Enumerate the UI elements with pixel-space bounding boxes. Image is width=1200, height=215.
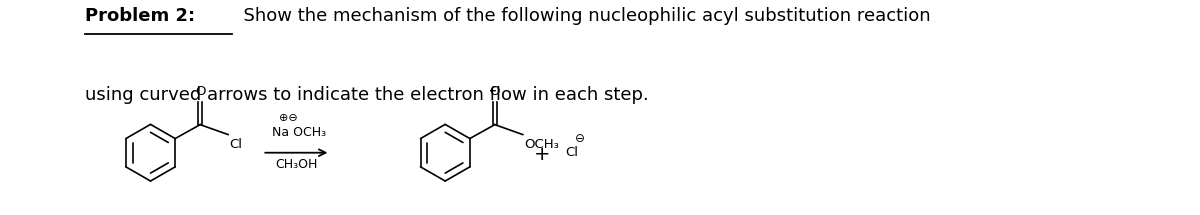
Text: O: O bbox=[194, 85, 205, 98]
Text: CH₃OH: CH₃OH bbox=[275, 158, 318, 171]
Text: ⊕⊖: ⊕⊖ bbox=[278, 113, 298, 123]
Text: +: + bbox=[534, 145, 551, 164]
Text: O: O bbox=[490, 85, 500, 98]
Text: ⊖: ⊖ bbox=[575, 132, 584, 145]
Text: using curved arrows to indicate the electron flow in each step.: using curved arrows to indicate the elec… bbox=[84, 86, 648, 104]
Text: Show the mechanism of the following nucleophilic acyl substitution reaction: Show the mechanism of the following nucl… bbox=[232, 7, 931, 25]
Text: Na OCH₃: Na OCH₃ bbox=[272, 126, 326, 139]
Text: Cl: Cl bbox=[565, 146, 578, 159]
Text: Cl: Cl bbox=[229, 138, 242, 150]
Text: OCH₃: OCH₃ bbox=[523, 138, 559, 150]
Text: Problem 2:: Problem 2: bbox=[84, 7, 194, 25]
